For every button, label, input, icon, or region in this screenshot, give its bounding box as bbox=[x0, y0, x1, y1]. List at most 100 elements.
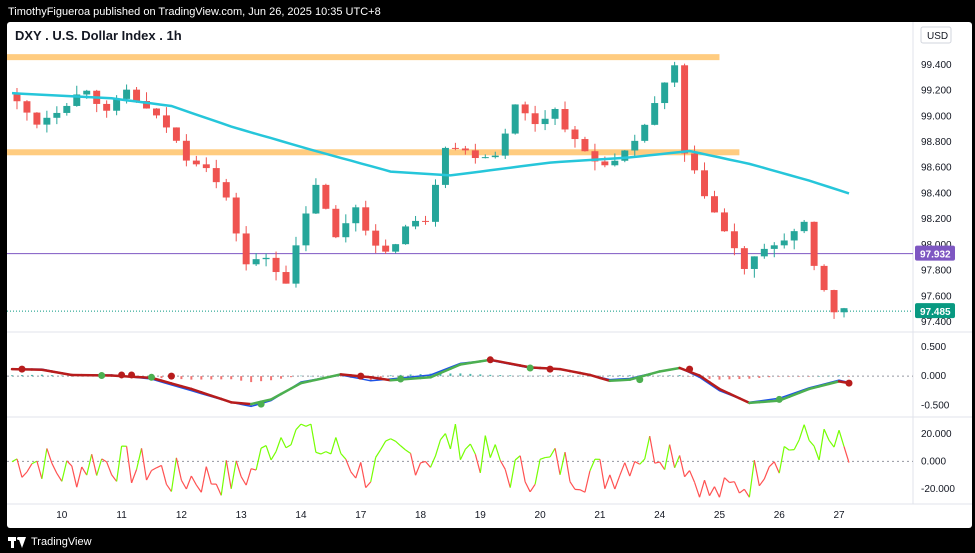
candle-body bbox=[292, 245, 300, 284]
osc-segment bbox=[639, 458, 646, 465]
osc-segment bbox=[524, 481, 531, 493]
osc-segment bbox=[230, 460, 237, 489]
time-tick-label: 12 bbox=[176, 510, 188, 521]
osc-segment bbox=[200, 466, 207, 493]
macd-fast-line bbox=[12, 359, 850, 408]
macd-histogram-bar bbox=[728, 376, 731, 380]
osc-segment bbox=[46, 448, 53, 464]
osc-segment bbox=[504, 469, 511, 488]
macd-histogram-bar bbox=[818, 376, 821, 377]
osc-segment bbox=[698, 479, 706, 498]
macd-histogram-bar bbox=[559, 375, 562, 377]
osc-segment bbox=[125, 446, 133, 483]
macd-histogram-bar bbox=[60, 375, 63, 377]
time-tick-label: 18 bbox=[415, 510, 427, 521]
macd-histogram-bar bbox=[30, 374, 33, 377]
osc-segment bbox=[823, 428, 830, 441]
candle-body bbox=[372, 230, 380, 246]
time-tick-label: 26 bbox=[774, 510, 786, 521]
ma-line bbox=[11, 91, 850, 195]
osc-segment bbox=[584, 470, 591, 493]
osc-segment bbox=[664, 444, 671, 470]
osc-segment bbox=[175, 457, 182, 481]
candle-body bbox=[422, 220, 429, 222]
osc-segment bbox=[833, 430, 840, 448]
candle-body bbox=[103, 103, 111, 111]
macd-histogram-bar bbox=[509, 375, 512, 377]
macd-cross-dot bbox=[118, 371, 126, 379]
macd-histogram-bar bbox=[688, 376, 691, 377]
chart-panel[interactable]: 99.400 99.200 99.000 98.800 98.600 98.400 98.2… bbox=[7, 22, 972, 528]
candle-body bbox=[661, 82, 669, 104]
macd-signal-segment bbox=[60, 371, 74, 377]
macd-histogram-bar bbox=[220, 376, 223, 380]
osc-segment bbox=[614, 475, 621, 490]
macd-signal-segment bbox=[618, 378, 632, 382]
macd-histogram-bar bbox=[409, 374, 412, 377]
osc-segment bbox=[708, 486, 716, 496]
osc-segment bbox=[285, 444, 292, 449]
osc-segment bbox=[434, 439, 442, 457]
osc-tick-label: -20.000 bbox=[921, 484, 955, 495]
macd-signal-segment bbox=[180, 384, 193, 391]
osc-segment bbox=[11, 458, 18, 463]
osc-segment bbox=[385, 438, 391, 442]
macd-cross-dot bbox=[18, 365, 26, 373]
osc-segment bbox=[539, 456, 546, 460]
candle-body bbox=[362, 207, 370, 231]
osc-segment bbox=[459, 448, 466, 460]
macd-signal-segment bbox=[508, 362, 522, 367]
osc-segment bbox=[375, 449, 382, 458]
candle-body bbox=[342, 223, 350, 238]
macd-signal-segment bbox=[797, 387, 811, 395]
support-resistance-zones bbox=[7, 54, 913, 312]
macd-signal-segment bbox=[50, 370, 64, 375]
macd-histogram-bar bbox=[11, 375, 13, 377]
macd-signal-segment bbox=[409, 376, 422, 380]
macd-histogram-bar bbox=[469, 373, 472, 377]
macd-signal-segment bbox=[279, 387, 293, 396]
macd-cross-dot bbox=[775, 395, 783, 403]
osc-segment bbox=[474, 454, 481, 474]
price-tick-label: 99.400 bbox=[921, 60, 952, 71]
macd-histogram-bar bbox=[668, 375, 671, 377]
macd-histogram-bar bbox=[240, 376, 243, 381]
osc-segment bbox=[395, 440, 402, 447]
currency-badge[interactable] bbox=[920, 26, 952, 44]
candle-body bbox=[491, 155, 499, 158]
osc-segment bbox=[315, 451, 322, 455]
candle-body bbox=[282, 272, 290, 284]
macd-signal-segment bbox=[339, 373, 353, 377]
osc-segment bbox=[444, 433, 451, 450]
candle-body bbox=[451, 147, 459, 149]
macd-histogram-bar bbox=[190, 376, 193, 380]
price-tick-label: 99.200 bbox=[921, 86, 952, 97]
candle-body bbox=[402, 226, 410, 245]
osc-segment bbox=[195, 484, 202, 493]
macd-histogram-bar bbox=[618, 375, 621, 377]
candle-body bbox=[302, 213, 310, 246]
macd-histogram-bar bbox=[260, 376, 263, 382]
macd-signal-segment bbox=[558, 367, 572, 373]
macd-histogram-bar bbox=[319, 376, 322, 377]
candle-body bbox=[501, 133, 509, 156]
macd-signal-segment bbox=[638, 372, 651, 379]
osc-segment bbox=[290, 429, 297, 445]
candle-body bbox=[790, 231, 798, 241]
macd-signal-segment bbox=[748, 400, 761, 405]
osc-segment bbox=[634, 461, 641, 465]
osc-segment bbox=[674, 455, 681, 468]
candle-body bbox=[192, 160, 200, 165]
macd-signal-segment bbox=[648, 370, 661, 376]
price-tick-label: 98.000 bbox=[921, 240, 952, 251]
osc-segment bbox=[360, 462, 367, 488]
osc-segment bbox=[644, 435, 651, 460]
chart-svg[interactable]: 99.400 99.200 99.000 98.800 98.600 98.400 98.2… bbox=[7, 22, 972, 528]
osc-segment bbox=[545, 456, 551, 459]
macd-histogram-bar bbox=[598, 375, 601, 377]
candle-body bbox=[800, 221, 808, 232]
macd-signal-segment bbox=[190, 387, 203, 394]
osc-segment bbox=[554, 448, 561, 475]
macd-signal-segment bbox=[289, 381, 303, 390]
osc-segment bbox=[599, 459, 606, 489]
